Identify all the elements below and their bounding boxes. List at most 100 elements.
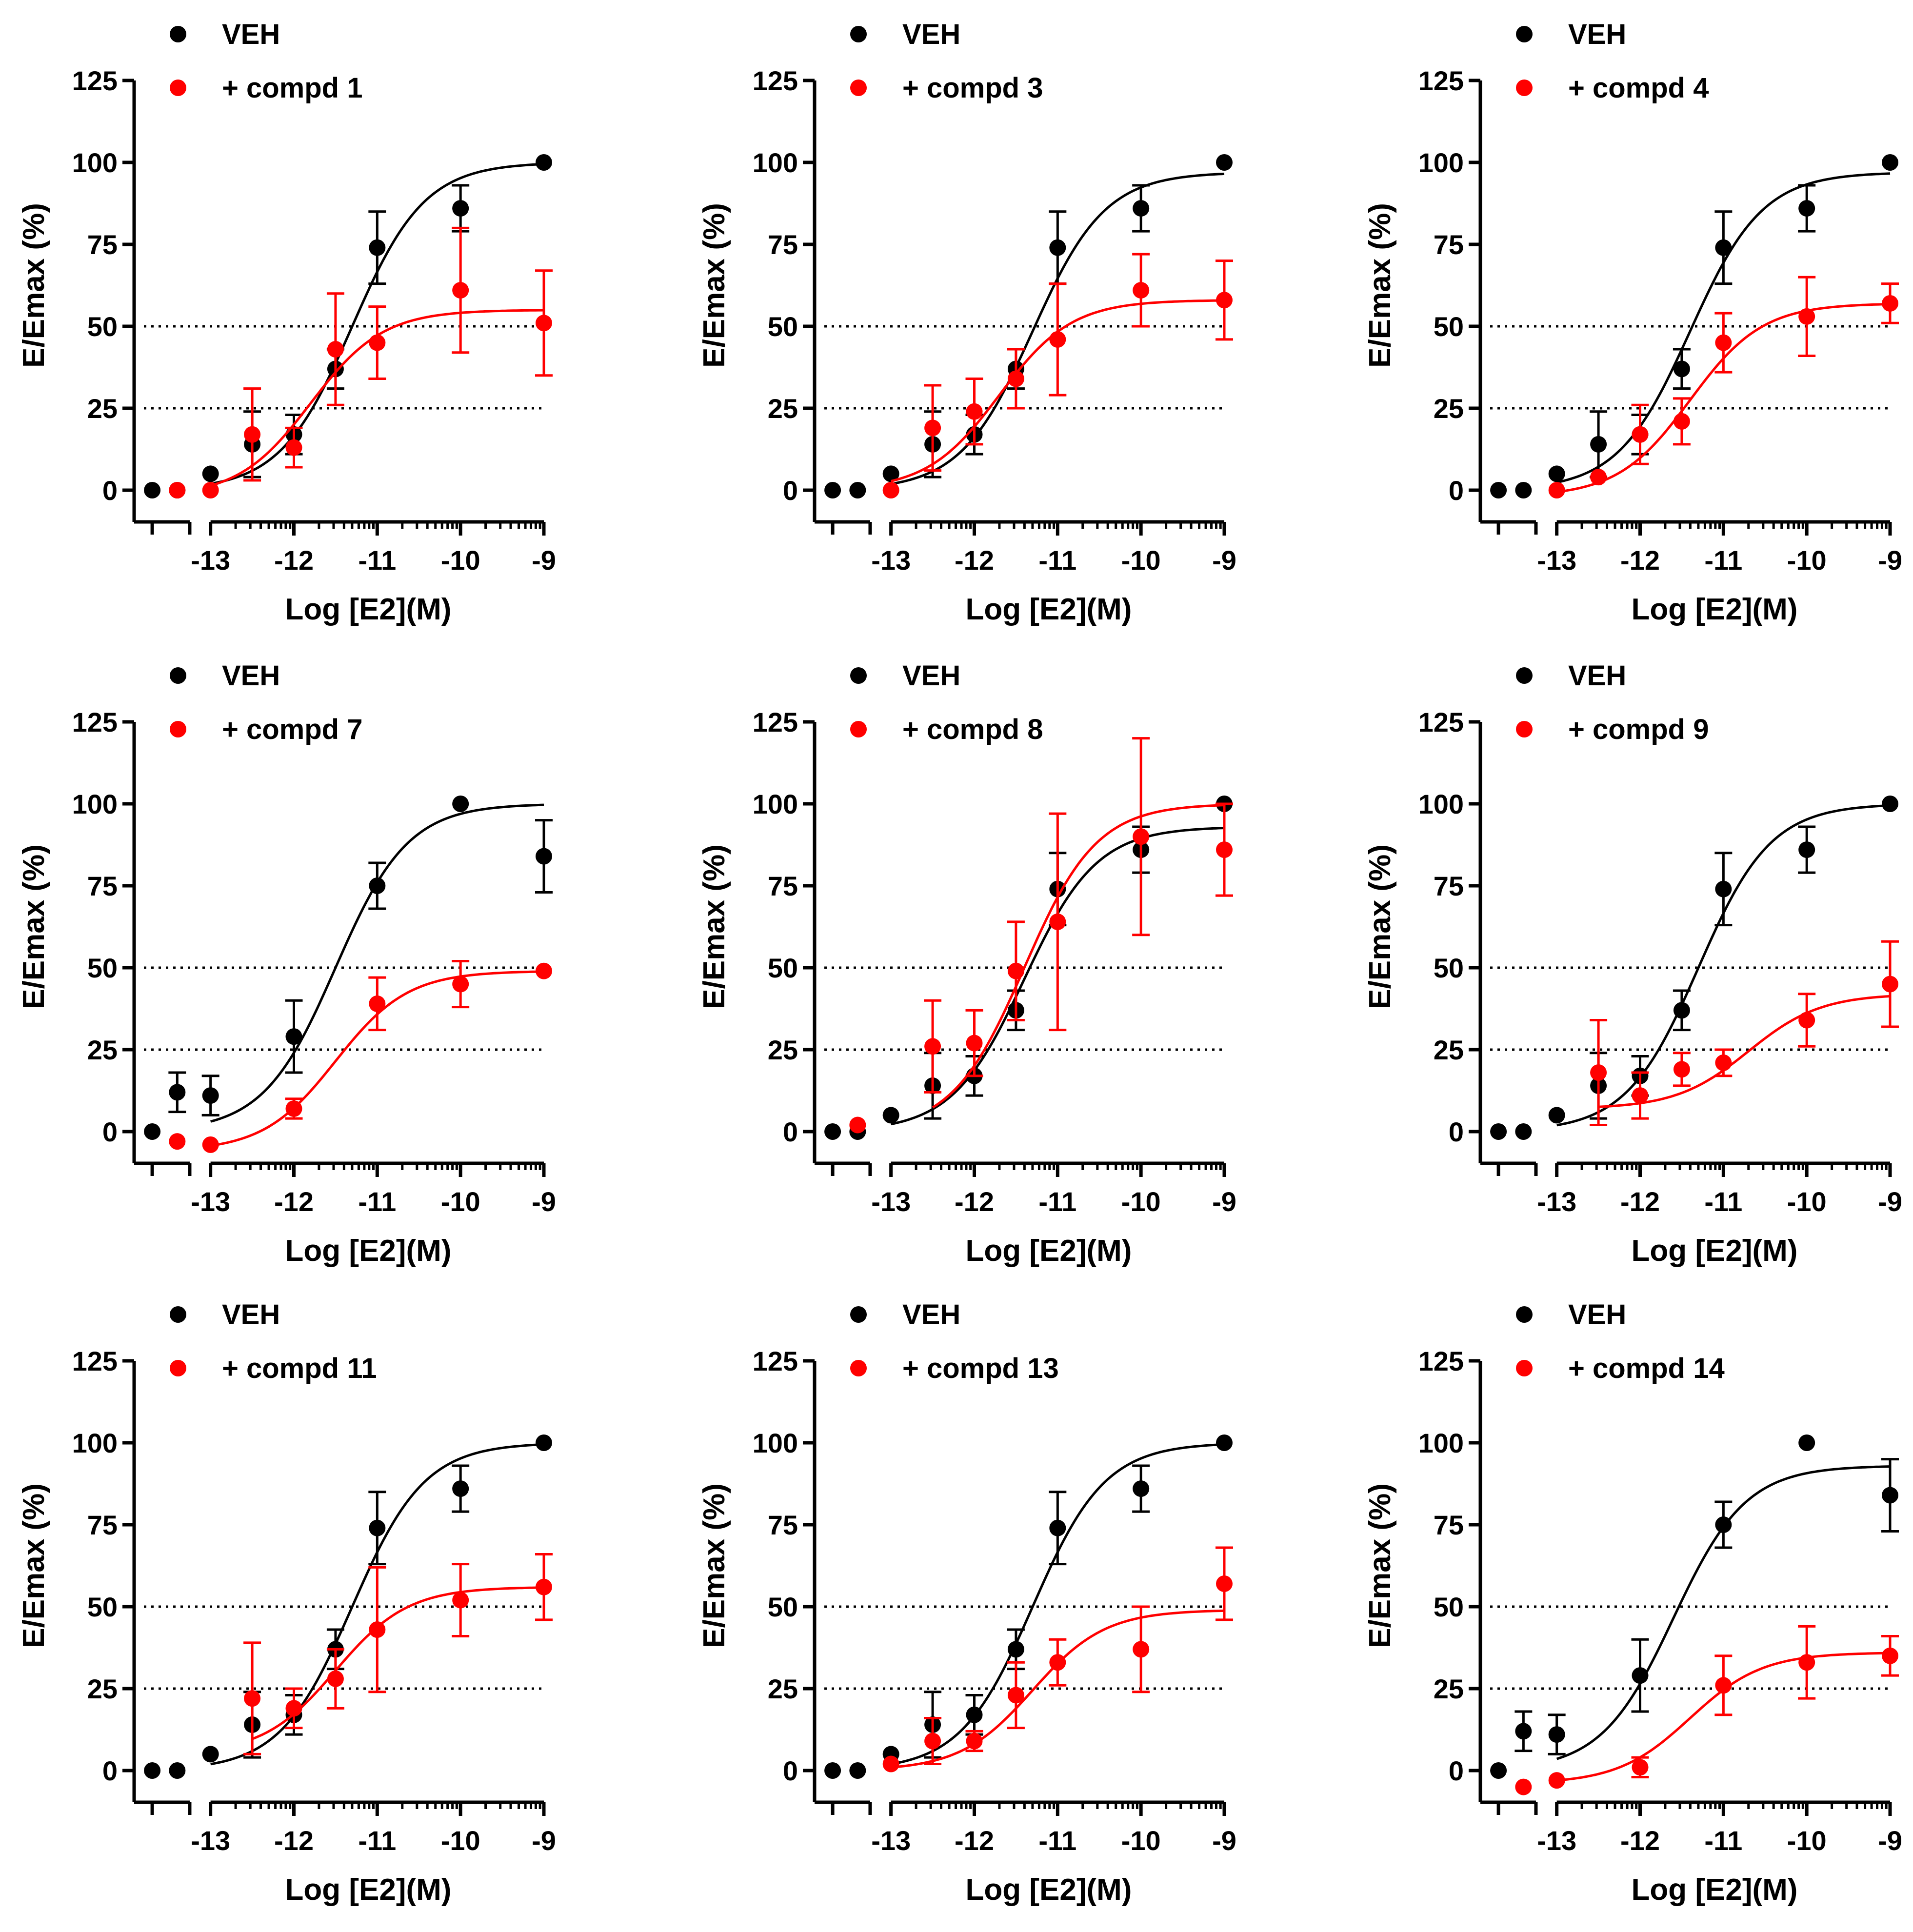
x-axis-title: Log [E2](M) xyxy=(1632,593,1798,626)
series-veh xyxy=(144,1434,552,1779)
data-point xyxy=(1216,1575,1233,1592)
legend-label: + compd 7 xyxy=(222,714,362,745)
series-veh xyxy=(144,796,553,1140)
data-point xyxy=(1007,1641,1024,1658)
data-point xyxy=(1798,1654,1815,1671)
legend: VEH + compd 4 xyxy=(1516,19,1709,104)
data-point xyxy=(1548,1772,1565,1789)
series-veh xyxy=(144,154,552,498)
x-tick-label: -11 xyxy=(1704,1825,1742,1856)
chart-panel-9: 0 25 50 75 100 125 E/Emax (%) -13 -12 -11 -10 -9 Log… xyxy=(1363,1299,1902,1907)
chart-panel-2: 0 25 50 75 100 125 E/Emax (%) -13 -12 -11 -10 -9 Log… xyxy=(697,19,1236,626)
x-tick-label: -12 xyxy=(955,545,994,576)
data-point xyxy=(1490,482,1507,498)
data-point xyxy=(202,1087,219,1104)
data-point xyxy=(1548,1726,1565,1743)
data-point xyxy=(824,1762,841,1779)
y-tick-label: 100 xyxy=(1418,1428,1464,1458)
series-compd xyxy=(882,1546,1233,1773)
data-point xyxy=(1798,1012,1815,1029)
data-point xyxy=(536,962,552,979)
data-point xyxy=(369,1621,386,1638)
series-veh xyxy=(1490,154,1898,498)
y-tick-label: 25 xyxy=(1434,1035,1464,1065)
data-point xyxy=(1632,426,1649,443)
x-tick-label: -13 xyxy=(871,545,911,576)
chart-panel-6: 0 25 50 75 100 125 E/Emax (%) -13 -12 -11 -10 -9 Log… xyxy=(1363,660,1902,1268)
legend: VEH + compd 14 xyxy=(1516,1299,1725,1384)
x-tick-label: -12 xyxy=(1620,545,1660,576)
y-tick-label: 75 xyxy=(87,229,118,260)
y-tick-label: 25 xyxy=(768,393,798,424)
y-tick-label: 50 xyxy=(768,953,798,983)
y-tick-label: 0 xyxy=(783,475,798,506)
x-axis-title: Log [E2](M) xyxy=(966,593,1132,626)
y-tick-label: 125 xyxy=(72,65,118,96)
data-point xyxy=(202,1136,219,1153)
y-tick-label: 25 xyxy=(1434,1673,1464,1704)
series-veh xyxy=(824,154,1233,498)
legend-label: + compd 9 xyxy=(1568,714,1709,745)
y-tick-label: 100 xyxy=(72,789,118,819)
legend-label: + compd 14 xyxy=(1568,1353,1725,1384)
y-tick-label: 125 xyxy=(72,1346,118,1376)
x-tick-label: -12 xyxy=(1620,1825,1660,1856)
legend-marker xyxy=(170,1306,186,1323)
y-tick-label: 125 xyxy=(1418,65,1464,96)
data-point xyxy=(1049,331,1066,348)
legend-label: VEH xyxy=(902,1299,960,1331)
y-tick-label: 100 xyxy=(1418,147,1464,178)
data-point xyxy=(452,1592,469,1609)
y-tick-label: 125 xyxy=(1418,707,1464,737)
data-point xyxy=(1715,1054,1732,1071)
x-tick-label: -11 xyxy=(358,1186,396,1217)
data-point xyxy=(882,1107,899,1124)
data-point xyxy=(285,1700,302,1717)
data-point xyxy=(285,1028,302,1045)
y-tick-label: 0 xyxy=(1449,475,1464,506)
data-point xyxy=(1590,469,1607,486)
x-axis-title: Log [E2](M) xyxy=(1632,1873,1798,1907)
legend: VEH + compd 11 xyxy=(170,1299,377,1384)
x-tick-label: -13 xyxy=(1537,545,1576,576)
series-compd xyxy=(849,737,1233,1134)
y-tick-label: 25 xyxy=(1434,393,1464,424)
x-tick-label: -9 xyxy=(1212,1186,1236,1217)
data-point xyxy=(169,1762,186,1779)
legend-label: + compd 4 xyxy=(1568,72,1709,104)
chart-panel-4: 0 25 50 75 100 125 E/Emax (%) -13 -12 -11 -10 -9 Log… xyxy=(17,660,556,1268)
y-tick-label: 75 xyxy=(768,1510,798,1540)
y-axis-title: E/Emax (%) xyxy=(1363,1483,1397,1648)
data-point xyxy=(924,1038,941,1055)
data-point xyxy=(1133,828,1150,845)
data-point xyxy=(1216,1434,1233,1451)
y-tick-label: 50 xyxy=(768,311,798,342)
data-point xyxy=(169,1084,186,1101)
data-point xyxy=(1007,962,1024,979)
fit-curve xyxy=(891,1609,1225,1769)
data-point xyxy=(1798,308,1815,325)
data-point xyxy=(1490,1123,1507,1140)
data-point xyxy=(1715,1677,1732,1694)
y-tick-label: 50 xyxy=(1434,1592,1464,1622)
legend: VEH + compd 3 xyxy=(850,19,1043,104)
x-axis-title: Log [E2](M) xyxy=(966,1873,1132,1907)
x-tick-label: -13 xyxy=(1537,1825,1576,1856)
data-point xyxy=(849,1116,866,1134)
series-compd xyxy=(1548,276,1899,498)
legend-label: VEH xyxy=(902,660,960,692)
data-point xyxy=(452,200,469,217)
y-tick-label: 0 xyxy=(102,475,118,506)
data-point xyxy=(144,1123,161,1140)
data-point xyxy=(1673,413,1690,430)
y-tick-label: 50 xyxy=(768,1592,798,1622)
data-point xyxy=(1216,841,1233,858)
series-compd xyxy=(169,226,553,498)
y-tick-label: 75 xyxy=(1434,1510,1464,1540)
y-tick-label: 125 xyxy=(753,65,798,96)
x-tick-label: -12 xyxy=(274,1825,314,1856)
data-point xyxy=(966,403,983,420)
x-tick-label: -13 xyxy=(871,1825,911,1856)
x-tick-label: -10 xyxy=(1787,1825,1827,1856)
